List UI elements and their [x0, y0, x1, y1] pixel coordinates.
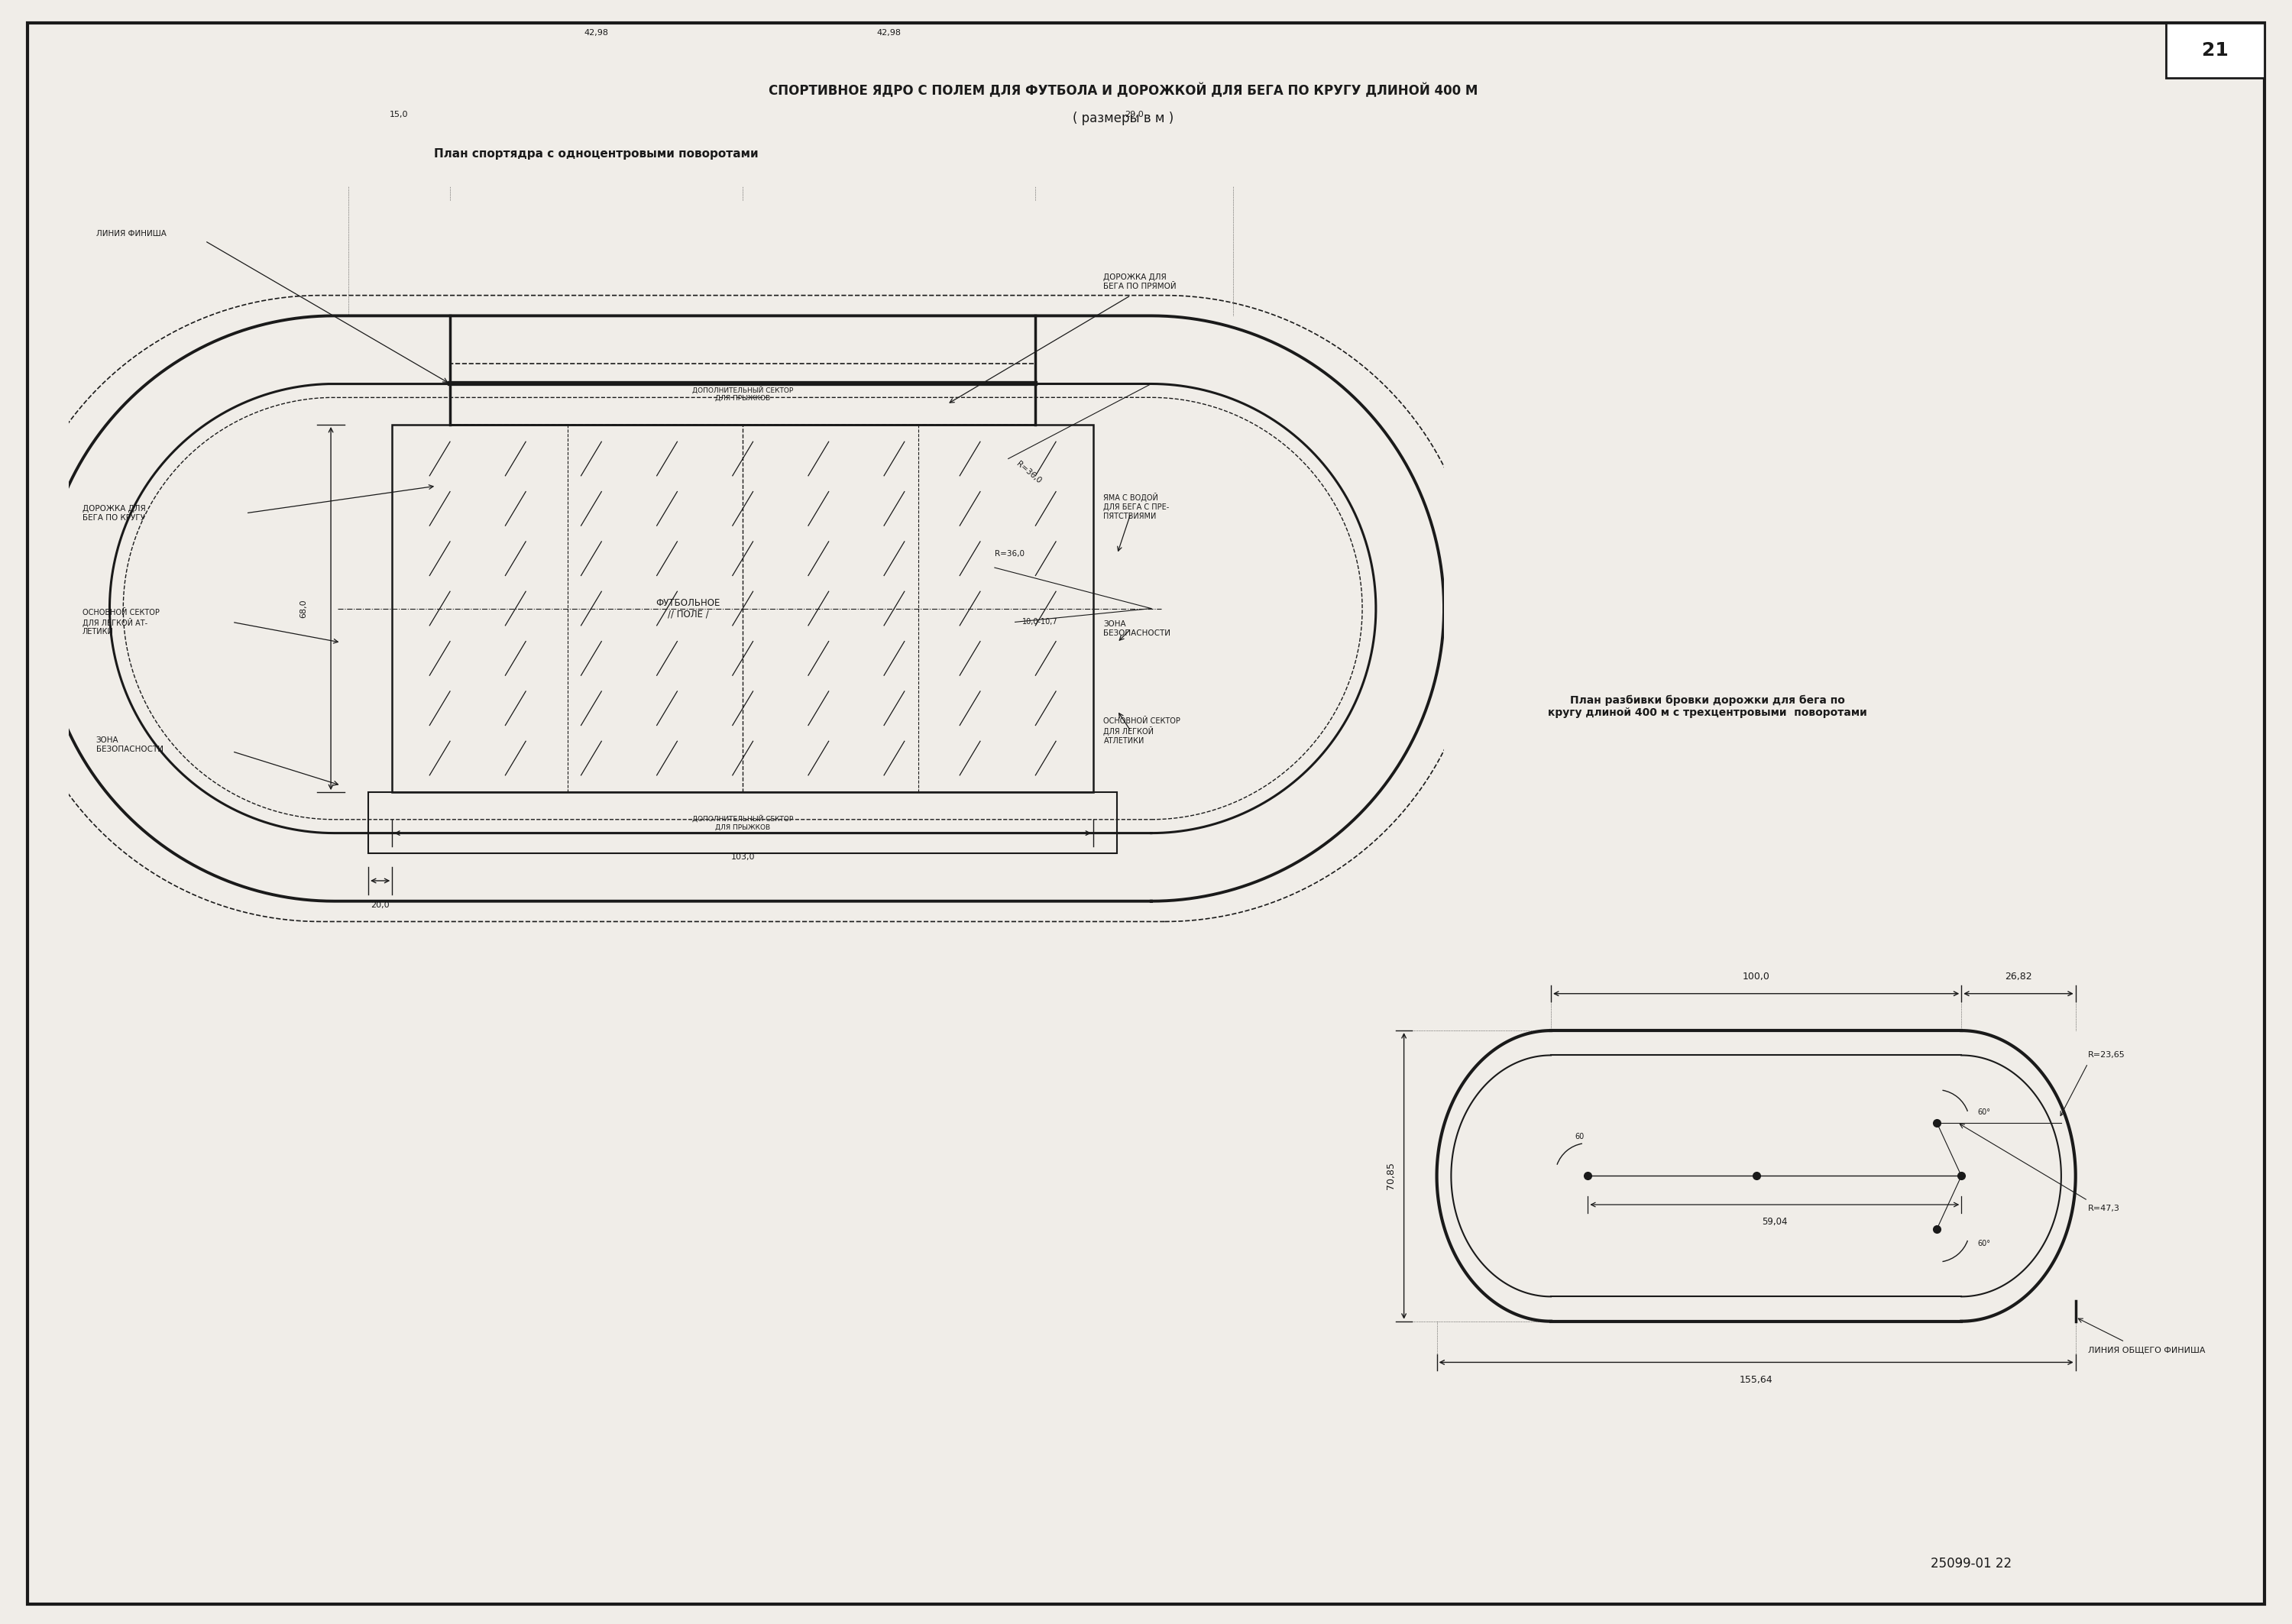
Text: 103,0: 103,0 [731, 854, 754, 861]
Text: ЛИНИЯ ОБЩЕГО ФИНИША: ЛИНИЯ ОБЩЕГО ФИНИША [2088, 1346, 2205, 1354]
Text: ДОРОЖКА ДЛЯ
БЕГА ПО ПРЯМОЙ: ДОРОЖКА ДЛЯ БЕГА ПО ПРЯМОЙ [1102, 273, 1176, 291]
Text: R=36,0: R=36,0 [1015, 460, 1043, 486]
Text: ОСНОВНОЙ СЕКТОР
ДЛЯ ЛЕГКОЙ АТ-
ЛЕТИКИ: ОСНОВНОЙ СЕКТОР ДЛЯ ЛЕГКОЙ АТ- ЛЕТИКИ [83, 609, 160, 635]
Text: 21: 21 [2203, 41, 2228, 60]
Text: 29,0: 29,0 [1125, 110, 1144, 119]
Text: 60°: 60° [1978, 1108, 1992, 1116]
Text: 25099-01 22: 25099-01 22 [1930, 1557, 2012, 1570]
Bar [392, 425, 1093, 793]
Text: 59,04: 59,04 [1763, 1216, 1788, 1226]
Text: ФУТБОЛЬНОЕ
// ПОЛЕ /: ФУТБОЛЬНОЕ // ПОЛЕ / [656, 598, 720, 619]
Text: R=47,3: R=47,3 [2088, 1205, 2120, 1213]
Text: 10,0-10,7: 10,0-10,7 [1022, 619, 1057, 625]
Bar [369, 793, 1116, 854]
Text: 68,0: 68,0 [300, 599, 307, 617]
Text: R=23,65: R=23,65 [2088, 1051, 2125, 1059]
Text: План разбивки бровки дорожки для бега по
кругу длиной 400 м с трехцентровыми  по: План разбивки бровки дорожки для бега по… [1547, 695, 1868, 718]
Bar [449, 364, 1036, 425]
Text: 15,0: 15,0 [390, 110, 408, 119]
Text: ОСНОВНОЙ СЕКТОР
ДЛЯ ЛЕГКОЙ
АТЛЕТИКИ: ОСНОВНОЙ СЕКТОР ДЛЯ ЛЕГКОЙ АТЛЕТИКИ [1102, 718, 1180, 744]
Text: СПОРТИВНОЕ ЯДРО С ПОЛЕМ ДЛЯ ФУТБОЛА И ДОРОЖКОЙ ДЛЯ БЕГА ПО КРУГУ ДЛИНОЙ 400 М: СПОРТИВНОЕ ЯДРО С ПОЛЕМ ДЛЯ ФУТБОЛА И ДО… [768, 83, 1478, 99]
Text: ЗОНА
БЕЗОПАСНОСТИ: ЗОНА БЕЗОПАСНОСТИ [1102, 620, 1171, 637]
Text: 42,98: 42,98 [878, 29, 901, 37]
Text: ЗОНА
БЕЗОПАСНОСТИ: ЗОНА БЕЗОПАСНОСТИ [96, 736, 163, 754]
Text: 70,85: 70,85 [1387, 1163, 1396, 1190]
Text: ДОПОЛНИТЕЛЬНЫЙ СЕКТОР
ДЛЯ ПРЫЖКОВ: ДОПОЛНИТЕЛЬНЫЙ СЕКТОР ДЛЯ ПРЫЖКОВ [692, 815, 793, 830]
Text: ЛИНИЯ ФИНИША: ЛИНИЯ ФИНИША [96, 231, 167, 237]
Text: 26,82: 26,82 [2006, 971, 2033, 981]
Text: ЯМА С ВОДОЙ
ДЛЯ БЕГА С ПРЕ-
ПЯТСТВИЯМИ: ЯМА С ВОДОЙ ДЛЯ БЕГА С ПРЕ- ПЯТСТВИЯМИ [1102, 494, 1169, 520]
Text: План спортядра с одноцентровыми поворотами: План спортядра с одноцентровыми поворота… [433, 148, 759, 161]
Text: ДОПОЛНИТЕЛЬНЫЙ СЕКТОР
ДЛЯ ПРЫЖКОВ: ДОПОЛНИТЕЛЬНЫЙ СЕКТОР ДЛЯ ПРЫЖКОВ [692, 387, 793, 401]
Text: 100,0: 100,0 [1742, 971, 1769, 981]
Text: 42,98: 42,98 [584, 29, 610, 37]
Text: ( размеры в м ): ( размеры в м ) [1073, 112, 1174, 125]
Text: ДОРОЖКА ДЛЯ
БЕГА ПО КРУГУ: ДОРОЖКА ДЛЯ БЕГА ПО КРУГУ [83, 505, 147, 521]
Text: R=36,0: R=36,0 [995, 551, 1025, 557]
Text: 60: 60 [1575, 1134, 1584, 1140]
Text: 60°: 60° [1978, 1239, 1992, 1247]
Text: 20,0: 20,0 [371, 901, 390, 909]
Text: 155,64: 155,64 [1740, 1374, 1772, 1385]
